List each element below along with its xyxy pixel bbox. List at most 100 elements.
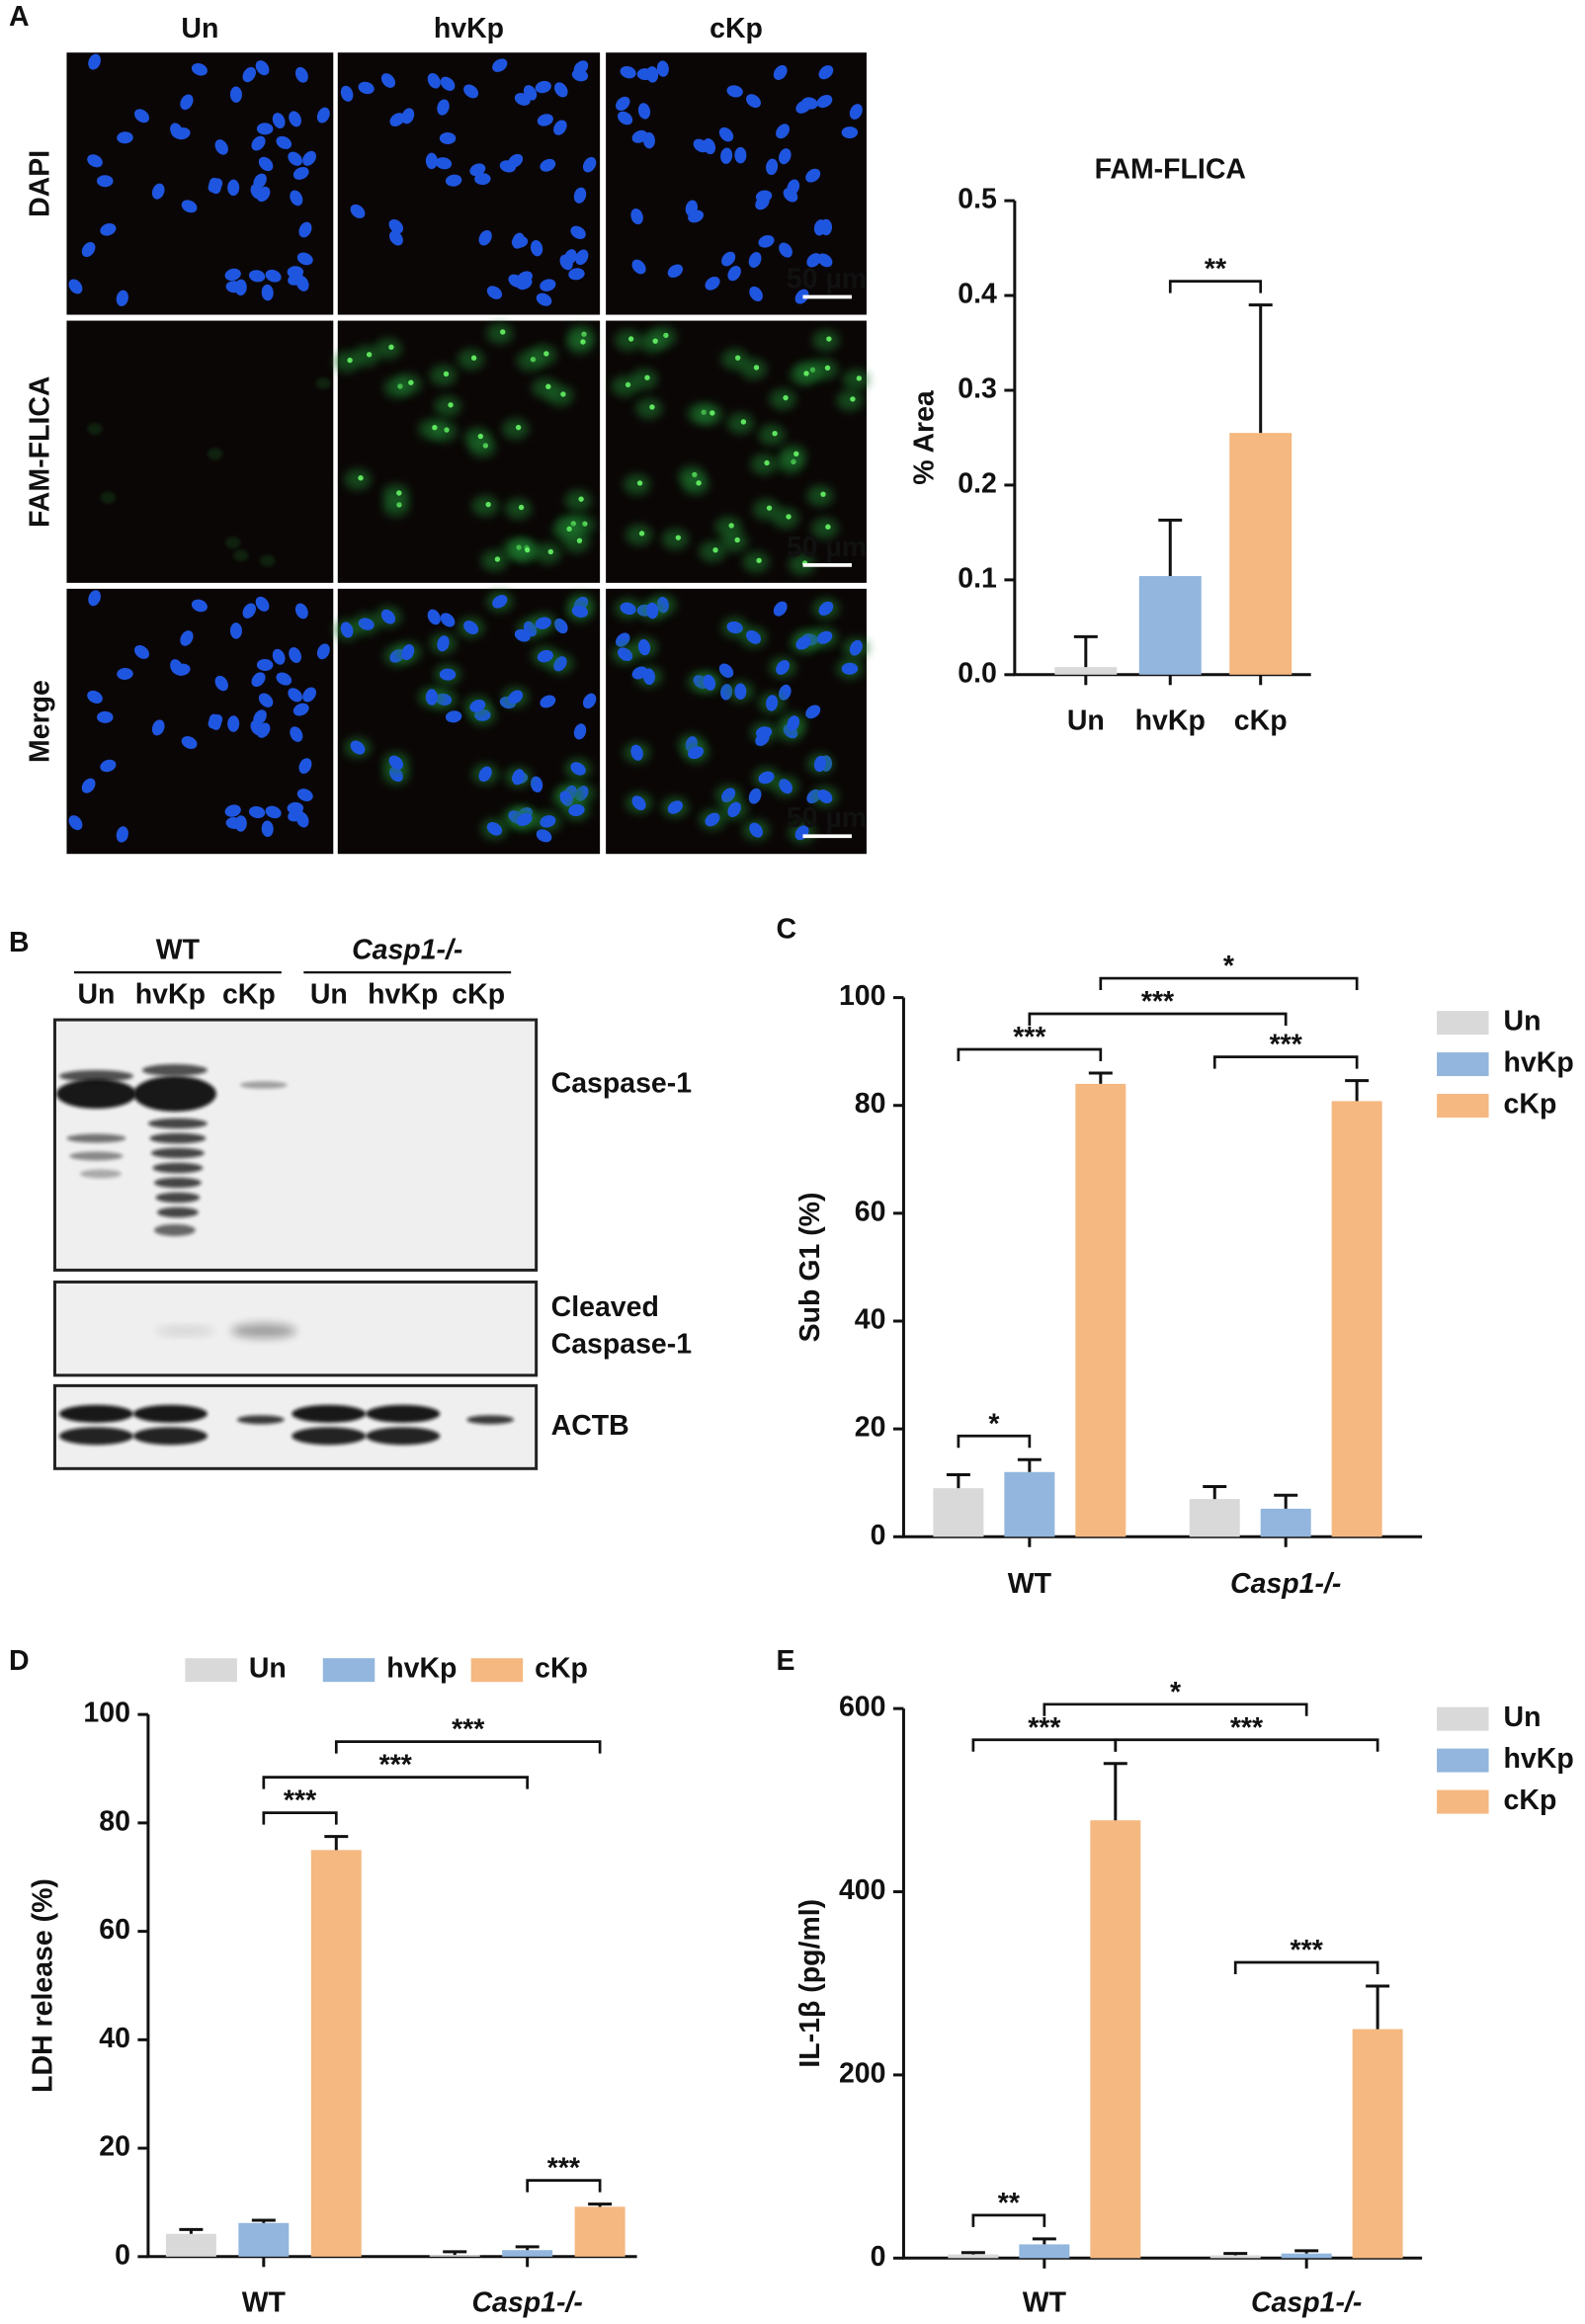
nucleus: [265, 805, 282, 819]
bar: [310, 1850, 362, 2257]
error-bar: [1366, 1984, 1390, 2030]
nucleus: [618, 111, 633, 125]
flica-signal: [260, 554, 276, 567]
flica-speck: [358, 475, 364, 481]
significance-label: ***: [452, 1714, 485, 1746]
nucleus: [151, 719, 165, 736]
nucleus: [817, 253, 833, 268]
error-bar: [588, 2202, 613, 2207]
nucleus: [726, 85, 743, 98]
flica-speck: [652, 338, 658, 344]
nucleus: [225, 281, 243, 293]
nucleus: [265, 269, 282, 283]
error-bar: [179, 2227, 204, 2234]
x-tick-label: cKp: [1234, 705, 1288, 736]
nucleus: [388, 218, 404, 234]
scale-bar-label: 50 µm: [787, 802, 867, 834]
flica-speck: [477, 433, 484, 440]
x-tick-label: WT: [242, 2286, 287, 2318]
flica-signal: [842, 369, 870, 390]
flica-signal: [532, 377, 559, 399]
flica-speck: [740, 419, 747, 425]
nucleus: [486, 821, 503, 836]
nucleus: [253, 173, 267, 189]
blot-band: [132, 1404, 208, 1423]
nucleus: [568, 268, 585, 281]
y-tick-label: 60: [855, 1196, 886, 1227]
legend-swatch: [185, 1658, 237, 1683]
flica-signal: [530, 344, 557, 366]
nucleus: [748, 788, 762, 804]
y-tick-label: 0.5: [958, 184, 997, 215]
nucleus: [253, 709, 267, 725]
y-tick-label: 0.2: [958, 467, 997, 499]
nucleus: [272, 113, 286, 129]
y-tick-label: 0: [871, 2241, 886, 2273]
blot-band: [153, 1223, 196, 1236]
nucleus: [288, 151, 302, 166]
bar: [574, 2206, 626, 2257]
flica-speck: [444, 427, 450, 433]
significance-label: ***: [1270, 1030, 1303, 1061]
nucleus: [350, 204, 366, 218]
flica-signal: [758, 424, 786, 446]
nucleus: [100, 759, 117, 773]
y-tick-label: 200: [839, 2057, 885, 2089]
flica-speck: [766, 505, 773, 511]
flica-signal: [315, 376, 331, 389]
flica-speck: [824, 365, 831, 372]
nucleus: [631, 259, 646, 275]
nucleus: [721, 788, 736, 803]
significance-bracket: [1233, 1960, 1379, 1975]
nucleus: [776, 659, 791, 675]
flica-speck: [793, 451, 799, 457]
error-bar: [1294, 2249, 1319, 2254]
nucleus: [478, 766, 492, 783]
flica-speck: [709, 410, 715, 416]
legend-swatch: [1437, 1052, 1489, 1077]
nucleus: [256, 123, 274, 135]
nucleus: [703, 674, 716, 691]
nucleus: [616, 96, 630, 112]
row-label: FAM-FLICA: [24, 376, 55, 528]
flica-signal: [635, 397, 663, 419]
nucleus: [805, 168, 821, 183]
nucleus: [773, 601, 788, 617]
axis: [901, 1708, 1423, 2260]
flica-speck: [518, 504, 525, 511]
nucleus: [734, 146, 747, 164]
flica-speck: [756, 557, 762, 563]
nucleus: [616, 632, 630, 647]
flica-signal: [740, 358, 768, 379]
y-axis-label: % Area: [908, 389, 940, 485]
flica-speck: [347, 357, 353, 364]
blot-band: [230, 1323, 296, 1339]
flica-signal: [682, 473, 709, 495]
lane-label: hvKp: [135, 979, 206, 1011]
nucleus: [514, 93, 531, 106]
blot-band: [366, 1427, 441, 1446]
legend-swatch: [470, 1658, 524, 1683]
flica-speck: [644, 374, 650, 380]
nucleus: [88, 590, 101, 607]
nucleus: [251, 672, 266, 688]
bar: [1281, 2253, 1332, 2259]
nucleus: [718, 126, 734, 142]
flica-speck: [388, 344, 394, 351]
bar: [1229, 433, 1293, 675]
nucleus: [508, 153, 524, 168]
significance-label: ***: [1141, 986, 1175, 1018]
y-tick-label: 0.3: [958, 374, 997, 405]
nucleus: [229, 622, 242, 639]
error-bar: [1248, 303, 1273, 434]
flica-signal: [772, 507, 799, 529]
error-bar: [1203, 1485, 1227, 1500]
nucleus: [68, 279, 83, 294]
nucleus: [439, 131, 457, 144]
nucleus: [208, 178, 223, 193]
significance-label: ***: [1291, 1935, 1324, 1966]
nucleus: [749, 286, 763, 302]
error-bar: [324, 1835, 349, 1851]
nucleus: [296, 252, 313, 266]
legend-label: Un: [1504, 1006, 1542, 1038]
